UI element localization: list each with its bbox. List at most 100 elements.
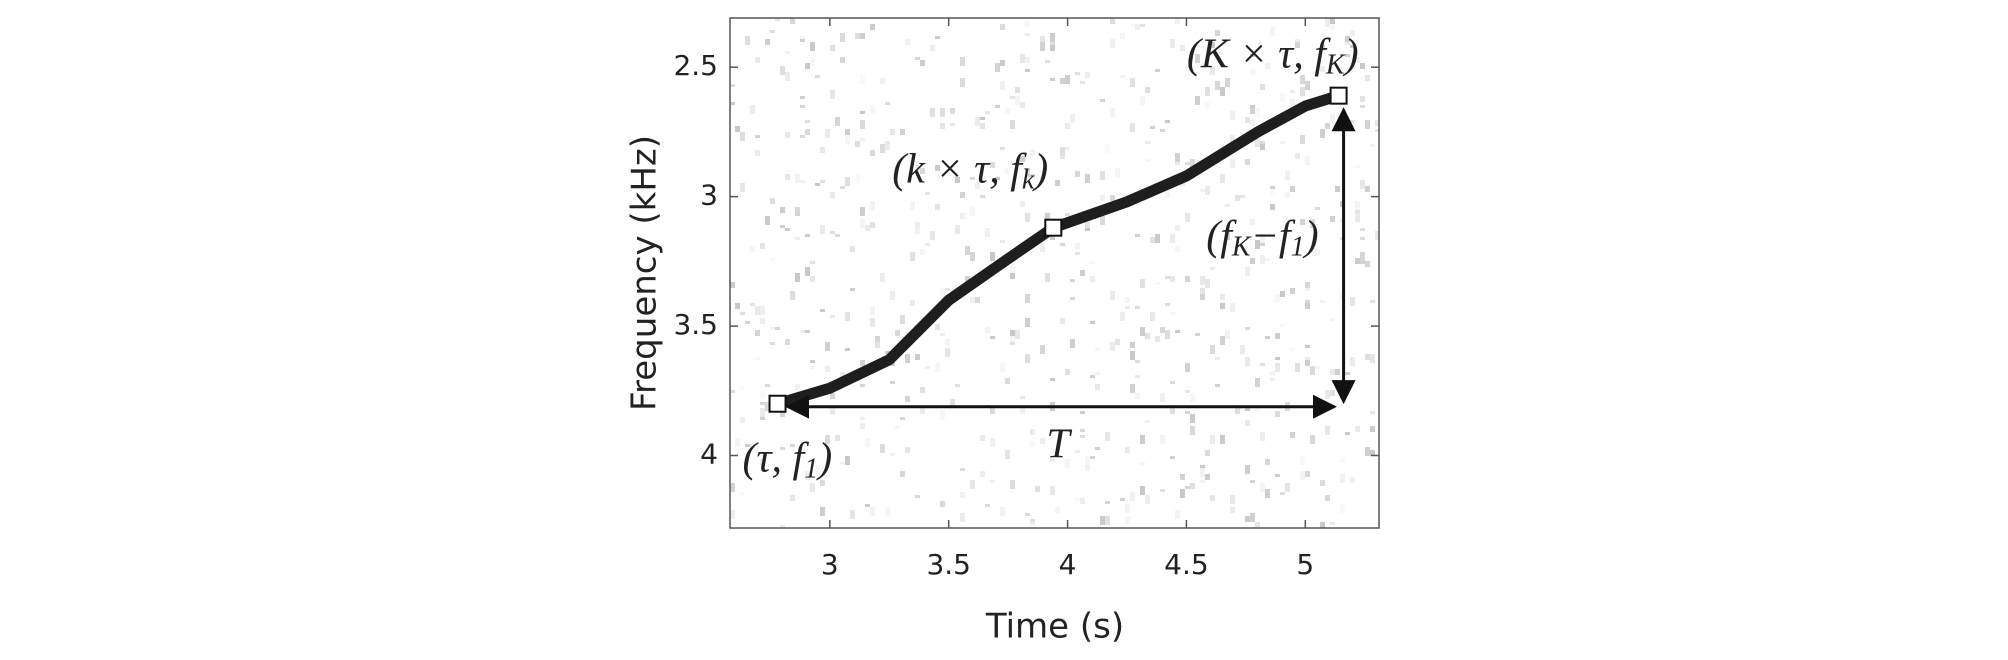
noise-pixel xyxy=(1135,306,1140,309)
noise-pixel xyxy=(975,183,980,189)
noise-pixel xyxy=(1330,522,1335,525)
noise-pixel xyxy=(1045,60,1050,63)
noise-pixel xyxy=(1370,426,1375,432)
noise-pixel xyxy=(1360,63,1365,69)
noise-pixel xyxy=(870,201,875,210)
noise-pixel xyxy=(760,318,765,324)
noise-pixel xyxy=(825,342,830,351)
noise-pixel xyxy=(1090,276,1095,282)
noise-pixel xyxy=(1165,120,1170,123)
noise-pixel xyxy=(1210,66,1215,75)
noise-pixel xyxy=(1180,489,1185,498)
noise-pixel xyxy=(1175,162,1180,165)
noise-pixel xyxy=(1220,435,1225,444)
noise-pixel xyxy=(860,33,865,39)
noise-pixel xyxy=(1130,78,1135,87)
noise-pixel xyxy=(1155,234,1160,243)
noise-pixel xyxy=(990,480,995,483)
noise-pixel xyxy=(1050,486,1055,495)
noise-pixel xyxy=(1165,276,1170,279)
noise-pixel xyxy=(1245,465,1250,474)
noise-pixel xyxy=(765,216,770,225)
noise-pixel xyxy=(1305,303,1310,309)
noise-pixel xyxy=(785,72,790,81)
noise-pixel xyxy=(780,66,785,75)
noise-pixel xyxy=(1015,87,1020,93)
noise-pixel xyxy=(1195,54,1200,63)
noise-pixel xyxy=(1345,54,1350,57)
noise-pixel xyxy=(1005,378,1010,384)
noise-pixel xyxy=(870,105,875,114)
x-tick-label: 5 xyxy=(1296,548,1314,581)
noise-pixel xyxy=(845,312,850,321)
noise-pixel xyxy=(1205,279,1210,288)
point-marker xyxy=(1044,218,1063,237)
noise-pixel xyxy=(1125,306,1130,309)
noise-pixel xyxy=(1190,414,1195,423)
noise-pixel xyxy=(885,351,890,354)
noise-pixel xyxy=(845,348,850,351)
noise-pixel xyxy=(1100,195,1105,201)
noise-pixel xyxy=(860,360,865,366)
noise-pixel xyxy=(1085,222,1090,228)
noise-pixel xyxy=(1100,216,1105,225)
noise-pixel xyxy=(935,363,940,372)
annotation-text: T xyxy=(1046,421,1072,467)
noise-pixel xyxy=(1105,144,1110,153)
noise-pixel xyxy=(835,117,840,126)
noise-pixel xyxy=(790,18,795,24)
noise-pixel xyxy=(980,123,985,129)
noise-pixel xyxy=(1075,252,1080,255)
noise-pixel xyxy=(1360,261,1365,264)
noise-pixel xyxy=(755,150,760,156)
noise-pixel xyxy=(880,444,885,453)
noise-pixel xyxy=(940,333,945,336)
noise-pixel xyxy=(1215,81,1220,90)
noise-pixel xyxy=(1320,129,1325,138)
noise-pixel xyxy=(1215,30,1220,36)
noise-pixel xyxy=(1085,465,1090,471)
noise-pixel xyxy=(915,57,920,60)
noise-pixel xyxy=(885,102,890,105)
noise-pixel xyxy=(925,366,930,369)
noise-pixel xyxy=(1315,207,1320,210)
noise-pixel xyxy=(1305,81,1310,90)
noise-pixel xyxy=(1290,90,1295,93)
noise-pixel xyxy=(755,135,760,138)
noise-pixel xyxy=(790,291,795,300)
noise-pixel xyxy=(1180,474,1185,477)
noise-pixel xyxy=(1185,276,1190,282)
noise-pixel xyxy=(810,366,815,369)
noise-pixel xyxy=(920,249,925,255)
noise-pixel xyxy=(1325,18,1330,27)
noise-pixel xyxy=(760,306,765,315)
noise-pixel xyxy=(960,492,965,498)
noise-pixel xyxy=(1320,522,1325,528)
noise-pixel xyxy=(1320,66,1325,72)
noise-pixel xyxy=(1110,108,1115,117)
noise-pixel xyxy=(1300,456,1305,465)
noise-pixel xyxy=(910,300,915,306)
noise-pixel xyxy=(1050,234,1055,240)
noise-pixel xyxy=(1055,507,1060,513)
annotation-text: ) xyxy=(816,435,832,481)
noise-pixel xyxy=(1255,240,1260,249)
noise-pixel xyxy=(1225,78,1230,87)
noise-pixel xyxy=(865,438,870,447)
noise-pixel xyxy=(1360,252,1365,261)
noise-pixel xyxy=(1245,357,1250,366)
noise-pixel xyxy=(870,507,875,516)
noise-pixel xyxy=(960,513,965,522)
noise-pixel xyxy=(1260,234,1265,243)
noise-pixel xyxy=(1350,30,1355,36)
noise-pixel xyxy=(1330,390,1335,396)
noise-pixel xyxy=(995,177,1000,180)
noise-pixel xyxy=(820,180,825,183)
noise-pixel xyxy=(1000,81,1005,90)
noise-pixel xyxy=(850,510,855,519)
x-axis-label: Time (s) xyxy=(985,607,1124,647)
noise-pixel xyxy=(775,18,780,21)
noise-pixel xyxy=(1170,234,1175,243)
